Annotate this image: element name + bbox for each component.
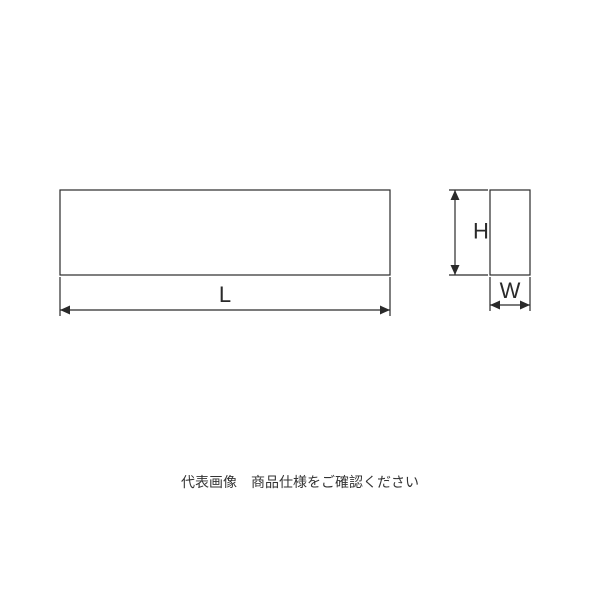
svg-text:L: L xyxy=(219,282,231,307)
diagram-svg: L H W xyxy=(0,0,600,600)
caption-text: 代表画像 商品仕様をご確認ください xyxy=(0,472,600,492)
drawing-canvas: L H W 代表画像 商品仕様をご確認ください xyxy=(0,0,600,600)
svg-text:H: H xyxy=(473,218,489,243)
svg-text:W: W xyxy=(500,278,521,303)
